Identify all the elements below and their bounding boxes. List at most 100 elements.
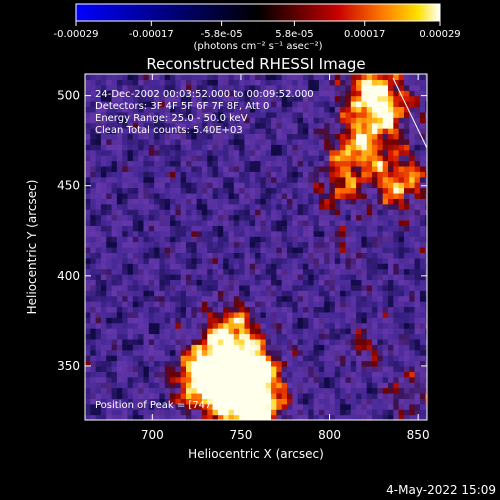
heatmap-cell [297,138,304,145]
heatmap-cell [297,387,304,394]
heatmap-cell [180,241,187,248]
heatmap-cell [388,198,394,205]
heatmap-cell [255,74,262,81]
heatmap-cell [217,311,224,318]
heatmap-cell [276,230,283,237]
heatmap-cell [164,301,171,308]
heatmap-cell [244,263,251,270]
heatmap-cell [265,392,272,399]
heatmap-cell [425,317,427,324]
heatmap-cell [313,133,320,140]
heatmap-cell [170,241,176,248]
heatmap-cell [138,225,145,232]
heatmap-cell [366,117,373,124]
heatmap-cell [85,128,91,135]
heatmap-cell [170,371,176,378]
heatmap-cell [201,128,208,135]
heatmap-cell [217,392,224,399]
heatmap-cell [100,241,107,248]
heatmap-cell [207,198,214,205]
heatmap-cell [271,101,277,108]
heatmap-cell [271,149,277,156]
heatmap-cell [302,398,309,405]
heatmap-cell [244,203,251,210]
heatmap-cell [382,382,389,389]
heatmap-cell [143,349,150,356]
heatmap-cell [350,225,357,232]
heatmap-cell [116,219,123,226]
heatmap-cell [409,90,416,97]
heatmap-cell [324,138,331,145]
heatmap-cell [186,74,192,81]
heatmap-cell [239,355,246,362]
heatmap-cell [318,317,325,324]
heatmap-cell [350,192,357,199]
heatmap-cell [287,263,293,270]
heatmap-cell [85,117,91,124]
heatmap-cell [398,398,405,405]
heatmap-cell [228,128,235,135]
heatmap-cell [419,79,426,86]
heatmap-cell [292,376,299,383]
heatmap-cell [207,90,214,97]
heatmap-cell [127,219,134,226]
heatmap-cell [382,182,389,189]
heatmap-cell [419,279,426,286]
heatmap-cell [372,160,378,167]
heatmap-cell [414,371,421,378]
heatmap-cell [212,328,219,335]
heatmap-cell [95,144,102,151]
heatmap-cell [127,392,134,399]
heatmap-cell [239,74,246,81]
heatmap-cell [223,144,230,151]
heatmap-cell [170,382,176,389]
heatmap-cell [106,382,113,389]
heatmap-cell [122,187,129,194]
heatmap-cell [388,311,394,318]
heatmap-cell [100,209,107,216]
heatmap-cell [207,187,214,194]
heatmap-cell [111,187,118,194]
heatmap-cell [100,182,107,189]
heatmap-cell [154,301,161,308]
heatmap-cell [249,111,256,118]
heatmap-cell [239,257,246,264]
heatmap-cell [372,101,378,108]
heatmap-cell [281,128,288,135]
heatmap-cell [175,138,182,145]
heatmap-cell [398,155,405,162]
heatmap-cell [164,382,171,389]
heatmap-cell [361,333,368,340]
heatmap-cell [201,95,208,102]
heatmap-cell [164,349,171,356]
heatmap-cell [419,403,426,410]
heatmap-cell [116,149,123,156]
heatmap-cell [271,144,277,151]
heatmap-cell [372,214,378,221]
heatmap-cell [100,317,107,324]
heatmap-cell [297,322,304,329]
heatmap-cell [292,128,299,135]
heatmap-cell [419,338,426,345]
heatmap-cell [334,74,341,81]
heatmap-cell [148,144,155,151]
heatmap-cell [350,219,357,226]
heatmap-cell [90,117,97,124]
heatmap-cell [366,225,373,232]
heatmap-cell [361,328,368,335]
heatmap-cell [111,144,118,151]
heatmap-cell [377,355,384,362]
heatmap-cell [313,111,320,118]
heatmap-cell [292,219,299,226]
heatmap-cell [233,382,240,389]
heatmap-cell [388,149,394,156]
heatmap-cell [329,252,336,259]
heatmap-cell [287,117,293,124]
heatmap-cell [382,74,389,81]
heatmap-cell [164,79,171,86]
heatmap-cell [223,392,230,399]
heatmap-cell [164,230,171,237]
heatmap-cell [207,328,214,335]
heatmap-cell [164,398,171,405]
heatmap-cell [388,203,394,210]
